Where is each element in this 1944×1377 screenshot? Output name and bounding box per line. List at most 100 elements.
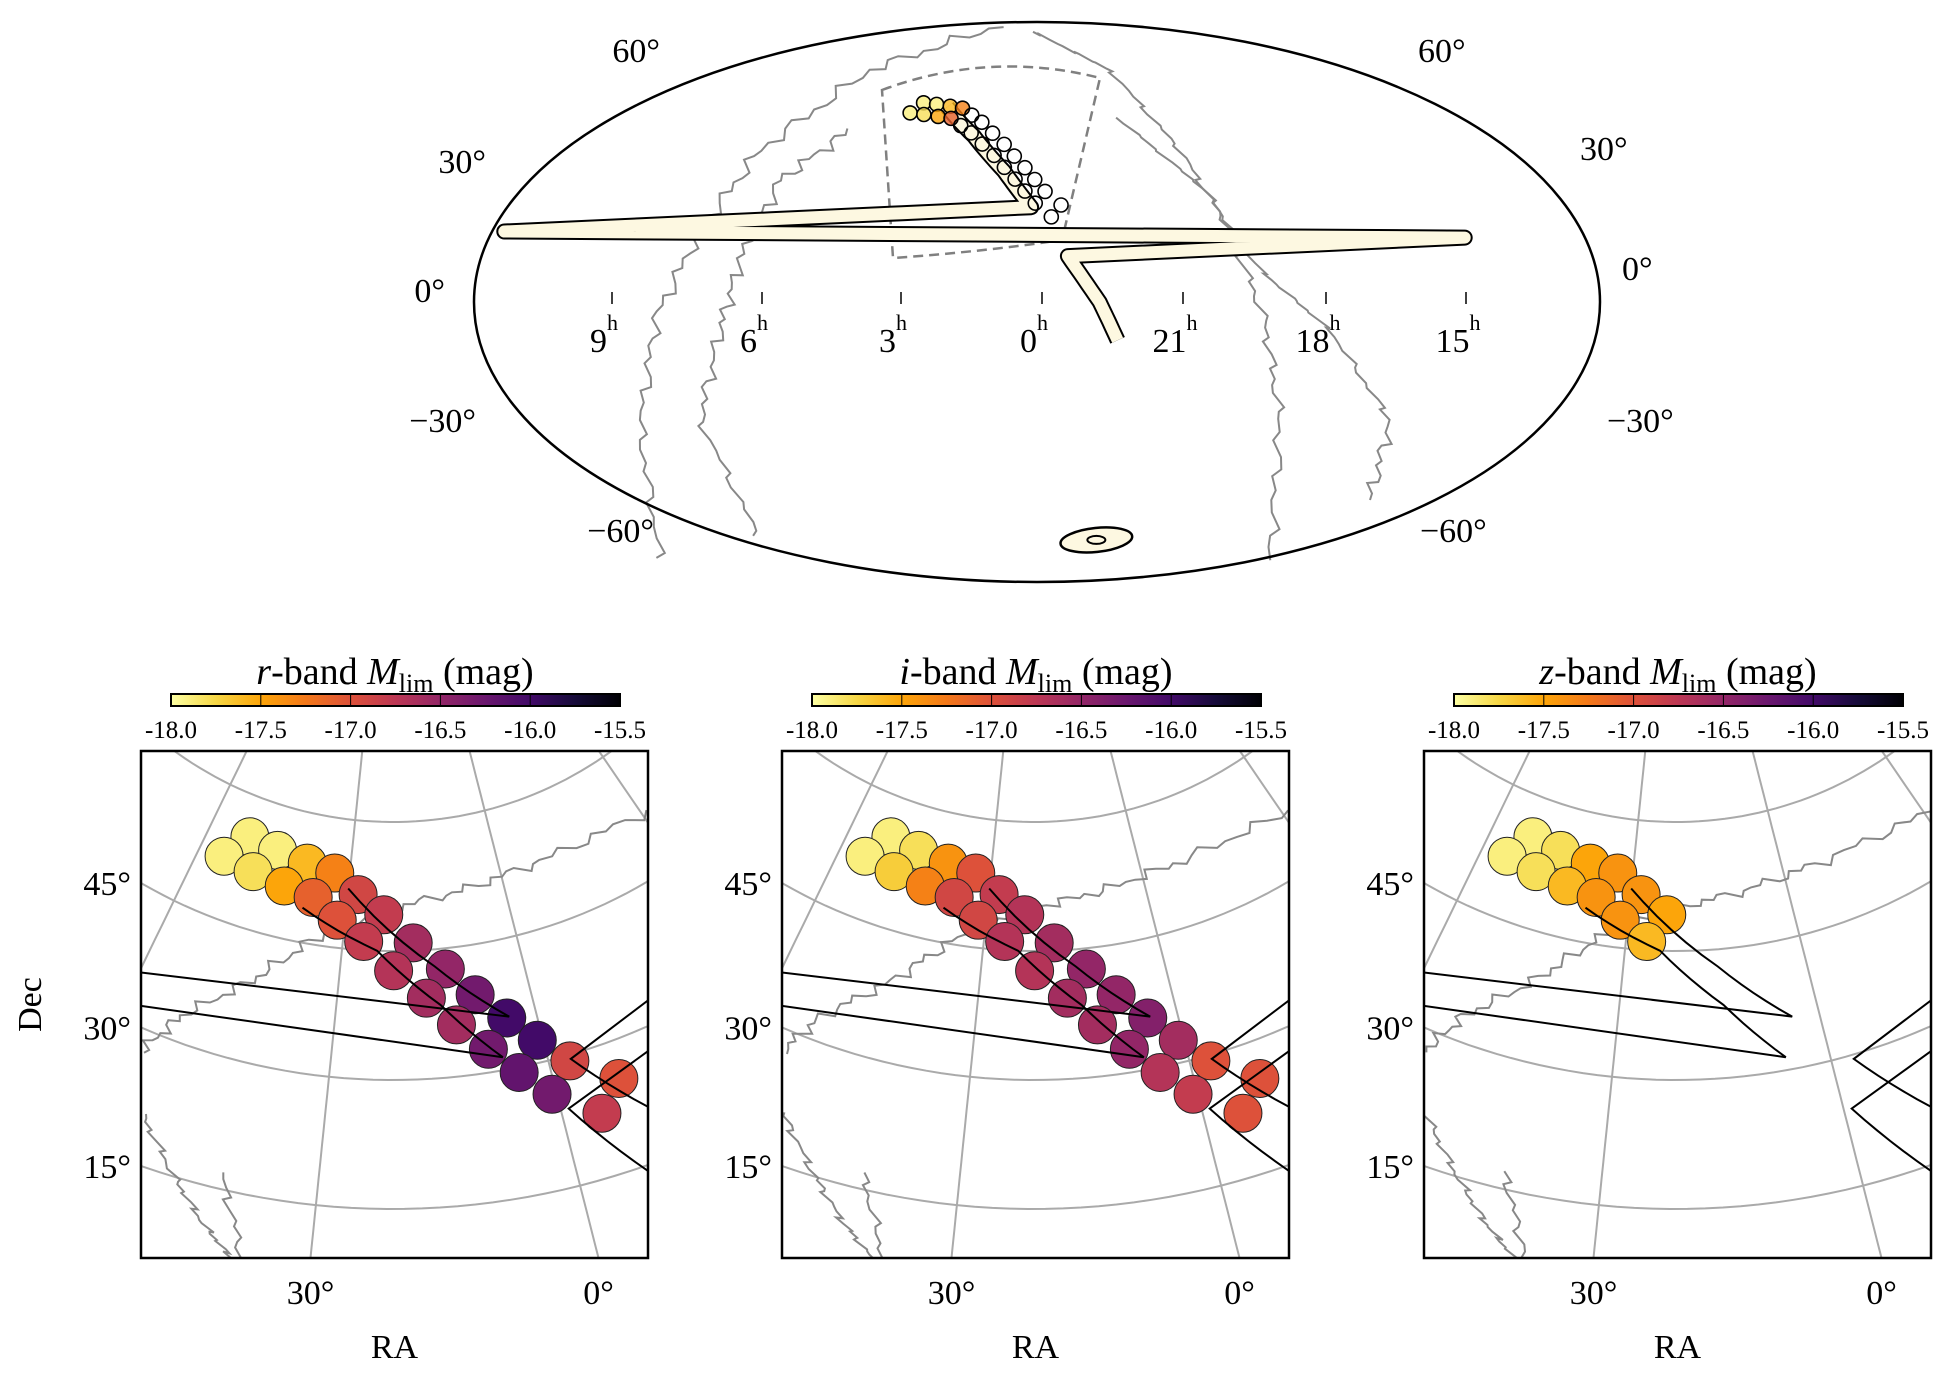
colorbar-tick-label: -15.5 xyxy=(1235,717,1287,744)
title-unit: (mag) xyxy=(433,651,533,693)
panel-frame xyxy=(1422,749,1933,1260)
dec-tick-label: 45° xyxy=(724,866,772,903)
localization-contour-upper xyxy=(141,887,648,1108)
plot-content xyxy=(0,751,1216,1339)
colorbar-tick-label: -17.5 xyxy=(876,717,928,744)
colorbar-tick-label: -16.5 xyxy=(1055,717,1107,744)
y-axis-label: Dec xyxy=(12,977,49,1032)
allsky-tile xyxy=(943,110,959,127)
dec-tick-label: 15° xyxy=(83,1149,131,1186)
allsky-tile xyxy=(996,159,1013,176)
allsky-tile xyxy=(974,114,990,131)
tile xyxy=(1066,949,1106,989)
title-text: -band xyxy=(1554,651,1650,693)
panel-r-band: r-band Mlim (mag) -18.0 -17.5 -17.0 -16.5 -16… xyxy=(0,651,1216,1366)
dec-tick-label: 30° xyxy=(83,1011,131,1048)
dec-tick-label: 30° xyxy=(724,1011,772,1048)
ra-gridline xyxy=(1839,566,1944,1016)
allsky-tile xyxy=(916,106,932,123)
ra-label-value: 21 xyxy=(1153,323,1187,360)
ra-label-value: 6 xyxy=(740,323,757,360)
localization-track-fill xyxy=(498,103,1471,343)
ra-tick-label: 30° xyxy=(1570,1275,1618,1312)
tile xyxy=(1191,1041,1231,1081)
allsky-tile xyxy=(1026,171,1043,188)
tile xyxy=(393,923,433,963)
dec-label-left: −60° xyxy=(587,513,654,550)
tile xyxy=(1128,998,1168,1038)
dec-gridline xyxy=(1424,1024,1931,1082)
ra-tick-label: 0° xyxy=(1224,1275,1255,1312)
tile xyxy=(499,1053,539,1093)
title-unit: (mag) xyxy=(1072,651,1172,693)
galactic-dust-contour xyxy=(1032,30,1286,561)
tile xyxy=(344,922,384,962)
localization-contour-upper xyxy=(782,887,1289,1108)
colorbar-tick-label: -17.5 xyxy=(235,717,287,744)
colorbar-tick-label: -17.0 xyxy=(325,717,377,744)
tile xyxy=(1173,1074,1213,1114)
dec-gridline xyxy=(141,1024,648,1082)
dust-contour xyxy=(861,1172,884,1258)
colorbar-tick-label: -17.5 xyxy=(1518,717,1570,744)
ra-gridline xyxy=(1880,751,1931,825)
allsky-tile xyxy=(974,136,991,152)
title-text: -band xyxy=(910,651,1006,693)
dec-tick-label: 15° xyxy=(1366,1149,1414,1186)
localization-contour-lower xyxy=(141,906,648,1173)
dec-label-left: −30° xyxy=(409,403,476,440)
dust-contour xyxy=(143,1113,233,1258)
allsky-tile xyxy=(954,100,971,116)
ra-gridline xyxy=(1592,751,1647,1258)
tile xyxy=(1576,877,1616,917)
dec-gridline xyxy=(0,785,1216,1339)
ra-tick-label: 0° xyxy=(1866,1275,1897,1312)
tile xyxy=(550,1041,590,1081)
ra-gridline xyxy=(468,751,600,1258)
dec-label-right: −60° xyxy=(1420,513,1487,550)
ra-tick-label: 30° xyxy=(287,1275,335,1312)
tile xyxy=(1240,1058,1280,1098)
colorbar xyxy=(170,693,621,707)
dec-gridline xyxy=(782,1163,1289,1211)
localization-contour-lower xyxy=(782,906,1289,1173)
ra-tick-label: 0° xyxy=(583,1275,614,1312)
southern-localization-region xyxy=(1059,526,1134,554)
galactic-dust-contour xyxy=(697,128,849,537)
dec-gridline xyxy=(782,1024,1289,1082)
title-text: -band xyxy=(271,651,367,693)
ra-label-unit: h xyxy=(607,310,618,335)
tile xyxy=(1005,895,1045,935)
ra-tick-label: 30° xyxy=(928,1275,976,1312)
title-symbol: M xyxy=(1649,651,1684,693)
dec-label-left: 30° xyxy=(438,144,486,181)
allsky-tile xyxy=(963,107,980,123)
tile xyxy=(293,877,333,917)
dec-gridline xyxy=(1424,1163,1931,1211)
tile xyxy=(1034,923,1074,963)
allsky-tile xyxy=(1007,171,1023,187)
ra-label: 9h xyxy=(590,310,618,360)
allsky-tile xyxy=(1053,197,1069,213)
ra-label-value: 0 xyxy=(1020,323,1037,360)
ra-gridline xyxy=(950,751,1005,1258)
ra-label-value: 3 xyxy=(879,323,896,360)
panel-frame xyxy=(780,749,1291,1260)
plot-area: 45° 30° 15° 30° 0° RA Dec xyxy=(0,749,1216,1366)
tile xyxy=(317,900,357,940)
title-symbol: M xyxy=(1005,651,1040,693)
plot-area: 45° 30° 15° 30° 0° RA xyxy=(1366,566,1944,1366)
allsky-tile xyxy=(1017,183,1033,199)
dec-label-left: 0° xyxy=(414,273,445,310)
southern-region-inner-contour xyxy=(1086,534,1107,545)
colorbar-title: r-band Mlim (mag) xyxy=(256,651,533,698)
dec-tick-label: 15° xyxy=(724,1149,772,1186)
band-letter: r xyxy=(256,651,271,693)
ra-label: 15h xyxy=(1436,310,1481,360)
tile xyxy=(1140,1053,1180,1093)
survey-footprint-dashed xyxy=(880,65,1102,260)
ra-label-value: 18 xyxy=(1296,323,1330,360)
ra-gridline xyxy=(1109,751,1241,1258)
dec-label-right: 30° xyxy=(1580,131,1628,168)
